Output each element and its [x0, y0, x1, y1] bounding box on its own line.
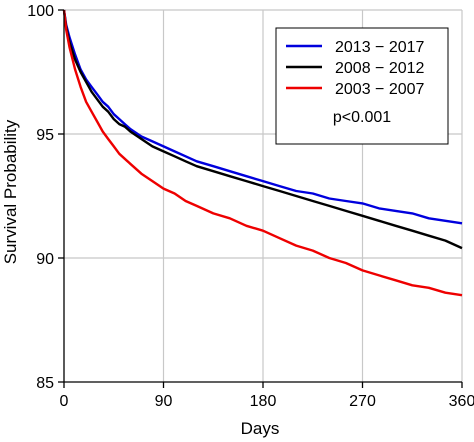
legend-annotation: p<0.001	[333, 109, 391, 126]
series-lines	[62, 9, 463, 297]
y-tick-label: 90	[36, 251, 54, 268]
y-tick-label: 85	[36, 375, 54, 392]
y-tick-labels: 85 90 95 100	[27, 3, 54, 392]
x-axis-title: Days	[241, 419, 280, 438]
legend: 2013 − 2017 2008 − 2012 2003 − 2007 p<0.00…	[275, 27, 449, 145]
series-line	[62, 9, 463, 250]
x-tick-labels: 0 90 180 270 360	[60, 393, 474, 410]
series-line	[62, 9, 463, 225]
legend-label: 2003 − 2007	[335, 81, 425, 98]
y-tick-label: 95	[36, 127, 54, 144]
x-tick-label: 270	[349, 393, 376, 410]
legend-box	[275, 27, 449, 145]
axes	[58, 9, 463, 388]
y-tick-label: 100	[27, 3, 54, 20]
y-axis-title: Survival Probability	[1, 119, 20, 264]
series-line	[62, 9, 463, 297]
x-tick-label: 0	[60, 393, 69, 410]
x-tick-label: 90	[155, 393, 173, 410]
legend-label: 2013 − 2017	[335, 39, 425, 56]
x-tick-label: 360	[449, 393, 474, 410]
legend-label: 2008 − 2012	[335, 60, 425, 77]
x-tick-label: 180	[250, 393, 277, 410]
